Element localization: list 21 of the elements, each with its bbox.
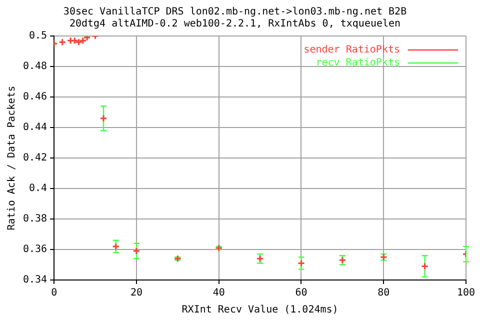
x-tick-label: 80 bbox=[378, 288, 390, 299]
x-tick-label: 20 bbox=[130, 288, 142, 299]
x-tick-label: 60 bbox=[295, 288, 308, 299]
x-tick-label: 100 bbox=[456, 288, 476, 299]
legend-label: sender RatioPkts bbox=[304, 44, 400, 56]
y-tick-label: 0.4 bbox=[29, 183, 48, 194]
y-tick-label: 0.48 bbox=[22, 61, 48, 72]
chart-title: 30sec VanillaTCP DRS lon02.mb-ng.net->lon03.mb-ng.net B2B bbox=[63, 6, 407, 18]
y-tick-label: 0.5 bbox=[29, 30, 48, 42]
chart-subtitle: 20dtg4 altAIMD-0.2 web100-2.2.1, RxIntAbs 0, txqueuelen bbox=[69, 18, 401, 30]
x-axis-title: RXInt Recv Value (1.024ms) bbox=[182, 304, 338, 316]
y-tick-label: 0.42 bbox=[22, 152, 48, 164]
y-tick-label: 0.36 bbox=[22, 244, 48, 256]
y-tick-label: 0.34 bbox=[22, 274, 48, 286]
x-tick-label: 0 bbox=[51, 288, 58, 299]
x-tick-label: 40 bbox=[212, 288, 225, 299]
legend-label: recv RatioPkts bbox=[316, 58, 400, 69]
y-tick-label: 0.44 bbox=[22, 122, 48, 134]
y-tick-label: 0.46 bbox=[22, 92, 48, 103]
y-tick-label: 0.38 bbox=[22, 214, 48, 225]
y-axis-title: Ratio Ack / Data Packets bbox=[6, 86, 18, 230]
